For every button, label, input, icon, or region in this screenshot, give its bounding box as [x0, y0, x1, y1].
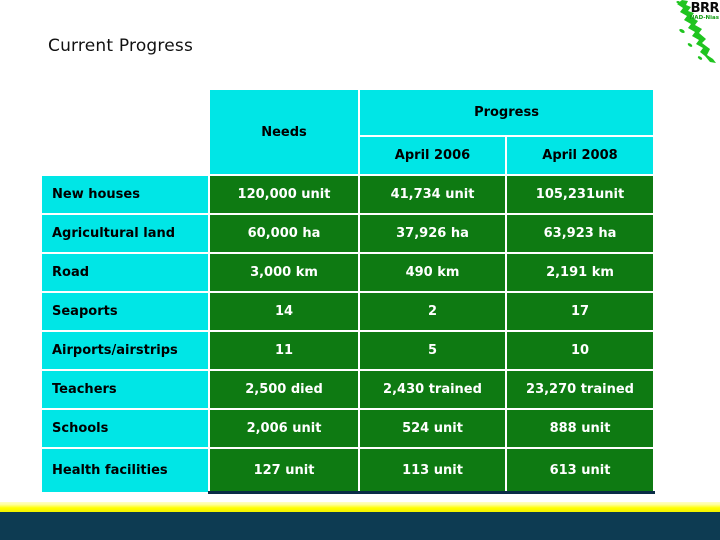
april-2008-value: 2,191 km	[504, 252, 656, 293]
footer-navy-bar	[0, 512, 720, 540]
needs-value: 3,000 km	[208, 252, 360, 293]
april-2006-value: 5	[358, 330, 507, 371]
row-label: New houses	[40, 174, 210, 215]
progress-table: Needs Progress April 2006 April 2008 New…	[40, 88, 656, 494]
april-2008-value: 613 unit	[504, 447, 656, 494]
row-label: Schools	[40, 408, 210, 449]
row-label: Agricultural land	[40, 213, 210, 254]
needs-value: 2,500 died	[208, 369, 360, 410]
table-row: New houses 120,000 unit 41,734 unit 105,…	[40, 174, 656, 215]
needs-value: 60,000 ha	[208, 213, 360, 254]
sumatra-map-icon: BRR NAD-Nias	[676, 0, 720, 63]
brr-logo-subtext: NAD-Nias	[690, 15, 720, 21]
april-2006-value: 524 unit	[358, 408, 507, 449]
april-2008-value: 17	[504, 291, 656, 332]
table-row: Seaports 14 2 17	[40, 291, 656, 332]
table-row: Airports/airstrips 11 5 10	[40, 330, 656, 371]
april-2008-header: April 2008	[504, 135, 656, 176]
table-row: Road 3,000 km 490 km 2,191 km	[40, 252, 656, 293]
april-2006-value: 37,926 ha	[358, 213, 507, 254]
progress-header: Progress	[357, 88, 656, 137]
row-label: Seaports	[40, 291, 210, 332]
brr-logo: BRR NAD-Nias	[672, 0, 720, 64]
april-2006-value: 2	[358, 291, 507, 332]
april-2006-header: April 2006	[358, 135, 507, 176]
needs-header: Needs	[208, 88, 360, 176]
needs-value: 11	[208, 330, 360, 371]
corner-cell-lower	[40, 135, 210, 176]
page-title: Current Progress	[48, 36, 194, 56]
needs-value: 2,006 unit	[208, 408, 360, 449]
row-label: Health facilities	[40, 447, 210, 494]
table-row: Agricultural land 60,000 ha 37,926 ha 63…	[40, 213, 656, 254]
april-2008-value: 23,270 trained	[504, 369, 656, 410]
table-row: Health facilities 127 unit 113 unit 613 …	[40, 447, 656, 494]
needs-value: 127 unit	[208, 447, 360, 494]
april-2008-value: 63,923 ha	[504, 213, 656, 254]
april-2006-value: 41,734 unit	[358, 174, 507, 215]
corner-cell	[40, 88, 210, 137]
needs-value: 120,000 unit	[208, 174, 360, 215]
april-2006-value: 490 km	[358, 252, 507, 293]
april-2008-value: 105,231unit	[504, 174, 656, 215]
footer-yellow-stripe	[0, 502, 720, 512]
row-label: Road	[40, 252, 210, 293]
row-label: Airports/airstrips	[40, 330, 210, 371]
row-label: Teachers	[40, 369, 210, 410]
table-row: Teachers 2,500 died 2,430 trained 23,270…	[40, 369, 656, 410]
april-2006-value: 2,430 trained	[358, 369, 507, 410]
april-2006-value: 113 unit	[358, 447, 507, 494]
table-row: Schools 2,006 unit 524 unit 888 unit	[40, 408, 656, 449]
brr-logo-text: BRR	[691, 1, 720, 16]
april-2008-value: 10	[504, 330, 656, 371]
needs-value: 14	[208, 291, 360, 332]
april-2008-value: 888 unit	[504, 408, 656, 449]
